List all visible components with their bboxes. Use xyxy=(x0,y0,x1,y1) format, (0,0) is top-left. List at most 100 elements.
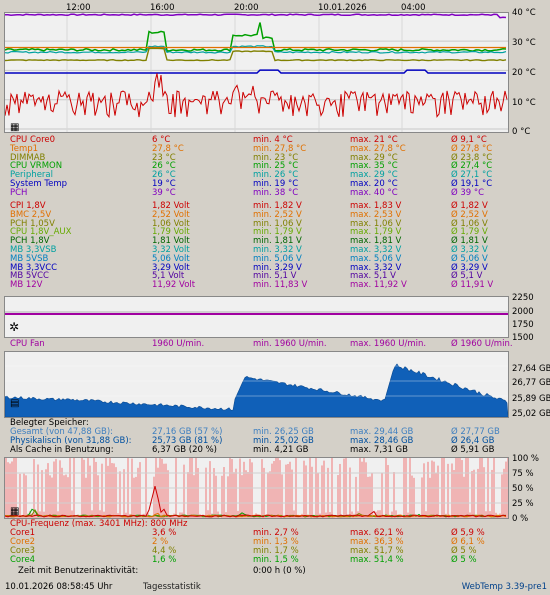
cpu-bar xyxy=(433,461,435,518)
mem-cur: 27,16 GB (57 %) xyxy=(152,427,223,437)
time-tick: 16:00 xyxy=(150,3,175,13)
volts-cur: 5,1 Volt xyxy=(152,271,185,282)
temp-tick: 40 °C xyxy=(512,8,536,18)
cpu-bar xyxy=(85,477,87,518)
cpu-bar xyxy=(63,475,65,518)
temp-tick: 10 °C xyxy=(512,98,536,108)
cpu-bar xyxy=(327,467,329,518)
series-peripheral xyxy=(5,45,507,54)
series-system-temp xyxy=(5,69,506,74)
series-pch xyxy=(5,13,507,19)
cpu-bar xyxy=(111,463,113,518)
cpu-tick: 50 % xyxy=(512,484,534,494)
volts-cur: 3,29 Volt xyxy=(152,262,190,273)
cpu-bar xyxy=(431,460,433,518)
temps-name: System Temp xyxy=(10,179,68,189)
cpu-bar xyxy=(317,473,319,518)
cpu-bar xyxy=(179,512,181,518)
cpu-bar xyxy=(137,467,139,518)
temps-cur: 26 °C xyxy=(152,170,176,181)
volts-name: MB 12V xyxy=(10,280,43,291)
volts-min: min. 1,81 V xyxy=(253,236,302,247)
volts-max: max. 1,83 V xyxy=(350,201,402,211)
cpu-bar xyxy=(485,511,487,518)
cpu-bar xyxy=(417,516,419,518)
cpu-bar xyxy=(213,468,215,518)
cores-cur: 1,6 % xyxy=(152,555,177,565)
cores-max: max. 51,4 % xyxy=(350,555,404,565)
cpu-bar xyxy=(17,515,19,518)
cpu-bar xyxy=(157,467,159,518)
temps-cur: 19 °C xyxy=(152,179,176,189)
mem-cur: 6,37 GB (20 %) xyxy=(152,445,217,455)
cpu-bar xyxy=(407,512,409,518)
footer-datetime: 10.01.2026 08:58:45 Uhr xyxy=(5,582,113,592)
daily-stats-link[interactable]: Tagesstatistik xyxy=(143,582,201,592)
volts-min: min. 11,83 V xyxy=(253,280,308,291)
cpu-bar xyxy=(103,511,105,518)
cores-max: max. 51,7 % xyxy=(350,546,404,556)
cpu-bar xyxy=(57,511,59,518)
volts-cur: 2,52 Volt xyxy=(152,209,190,220)
volts-avg: Ø 3,29 V xyxy=(451,262,488,273)
temps-avg: Ø 27,1 °C xyxy=(451,170,493,181)
cpu-bar xyxy=(23,473,25,518)
memory-tick: 26,77 GB xyxy=(512,378,550,388)
mem-avg: Ø 26,4 GB xyxy=(451,436,495,446)
temps-avg: Ø 39 °C xyxy=(451,187,485,198)
cores-name: Core4 xyxy=(10,555,36,565)
cpu-bar xyxy=(281,474,283,518)
cpu-bar xyxy=(279,460,281,518)
fan-tick: 1750 xyxy=(512,320,534,330)
temps-cur: 27,8 °C xyxy=(152,143,184,154)
temps-min: min. 26 °C xyxy=(253,170,299,181)
time-tick: 04:00 xyxy=(401,3,426,13)
cpu-bar xyxy=(227,476,229,518)
memory-tick: 27,64 GB xyxy=(512,364,550,374)
cpu-bar xyxy=(251,462,253,518)
cpu-bar xyxy=(75,516,77,518)
fan-avg: Ø 1960 U/min. xyxy=(451,339,513,349)
cpu-bar xyxy=(397,516,399,518)
cpu-bar xyxy=(351,511,353,518)
mem-avg: Ø 27,77 GB xyxy=(451,427,500,437)
cpu-bar xyxy=(341,516,343,518)
cpu-bar xyxy=(97,475,99,518)
cpu-bar xyxy=(165,463,167,518)
cpu-bar xyxy=(265,516,267,518)
temp-sensor-icon: ▦ xyxy=(10,122,20,133)
cores-name: Core1 xyxy=(10,528,36,538)
cpu-bar xyxy=(361,461,363,518)
mem-cur: 25,73 GB (81 %) xyxy=(152,436,223,446)
cores-min: min. 2,7 % xyxy=(253,528,299,538)
cpu-bar xyxy=(273,461,275,518)
temp-tick: 20 °C xyxy=(512,68,536,78)
volts-max: max. 5,06 V xyxy=(350,253,402,264)
cpu-bar xyxy=(393,472,395,518)
cpu-bar xyxy=(47,463,49,518)
cpu-bar xyxy=(271,463,273,518)
volts-avg: Ø 1,81 V xyxy=(451,236,488,247)
cpu-bar xyxy=(209,461,211,518)
cpu-chart xyxy=(4,457,509,519)
cpu-bar xyxy=(37,464,39,518)
cpu-bar xyxy=(135,476,137,518)
cpu-bar xyxy=(45,469,47,518)
cpu-bar xyxy=(453,470,455,518)
cpu-bar xyxy=(245,470,247,518)
cpu-tick: 0 % xyxy=(512,514,529,524)
fan-max: max. 1960 U/min. xyxy=(350,339,427,349)
temps-max: max. 29 °C xyxy=(350,170,398,181)
app-version[interactable]: WebTemp 3.39-pre1 xyxy=(461,582,547,592)
cpu-bar xyxy=(503,468,505,518)
cpu-bar xyxy=(461,460,463,518)
volts-min: min. 1,06 V xyxy=(253,218,302,229)
cpu-bar xyxy=(201,516,203,518)
idle-label: Zeit mit Benutzerinaktivität: xyxy=(18,566,139,576)
cores-avg: Ø 6,1 % xyxy=(451,537,485,547)
cpu-bar xyxy=(435,472,437,518)
volts-cur: 1,79 Volt xyxy=(152,227,190,238)
cpu-bar xyxy=(411,475,413,518)
series-cpu-core0 xyxy=(5,73,508,119)
cpu-bar xyxy=(53,461,55,518)
